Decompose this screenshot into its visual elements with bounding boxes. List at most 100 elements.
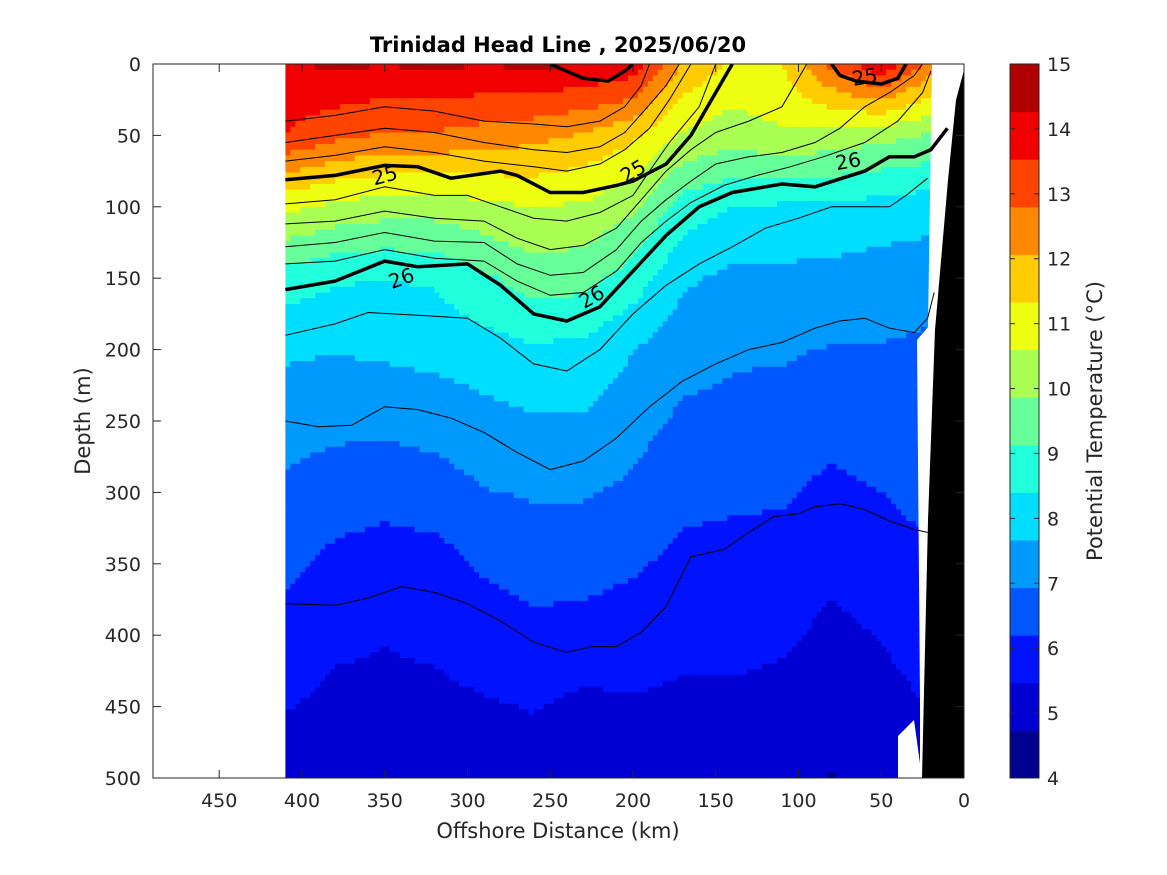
temperature-cell bbox=[340, 726, 346, 733]
temperature-cell bbox=[295, 532, 301, 539]
temperature-cell bbox=[364, 766, 371, 773]
temperature-cell bbox=[399, 338, 406, 345]
temperature-cell bbox=[464, 492, 470, 499]
temperature-cell bbox=[419, 669, 426, 676]
temperature-cell bbox=[359, 720, 366, 728]
temperature-cell bbox=[474, 281, 480, 288]
temperature-cell bbox=[404, 92, 411, 99]
temperature-cell bbox=[469, 589, 475, 596]
temperature-cell bbox=[399, 252, 406, 259]
temperature-cell bbox=[389, 98, 396, 105]
temperature-cell bbox=[369, 321, 376, 328]
temperature-cell bbox=[479, 475, 485, 482]
temperature-cell bbox=[404, 749, 411, 756]
temperature-cell bbox=[335, 669, 341, 676]
temperature-cell bbox=[424, 692, 431, 699]
temperature-cell bbox=[449, 452, 455, 459]
temperature-cell bbox=[464, 166, 470, 174]
temperature-cell bbox=[394, 281, 401, 288]
temperature-cell bbox=[295, 183, 301, 191]
temperature-cell bbox=[320, 629, 326, 636]
temperature-cell bbox=[364, 492, 371, 499]
temperature-cell bbox=[394, 309, 401, 316]
temperature-cell bbox=[290, 423, 296, 431]
temperature-cell bbox=[359, 475, 366, 482]
temperature-cell bbox=[439, 595, 445, 602]
temperature-cell bbox=[404, 612, 411, 619]
temperature-cell bbox=[389, 760, 396, 768]
temperature-cell bbox=[384, 75, 391, 82]
temperature-cell bbox=[424, 709, 431, 716]
temperature-cell bbox=[325, 143, 331, 151]
temperature-cell bbox=[419, 492, 426, 499]
temperature-cell bbox=[459, 732, 465, 739]
temperature-cell bbox=[464, 178, 470, 185]
temperature-cell bbox=[414, 663, 421, 671]
temperature-cell bbox=[374, 709, 381, 716]
temperature-cell bbox=[479, 606, 485, 613]
temperature-cell bbox=[325, 281, 331, 288]
temperature-cell bbox=[344, 395, 351, 402]
temperature-cell bbox=[444, 138, 450, 145]
temperature-cell bbox=[404, 560, 411, 568]
temperature-cell bbox=[409, 281, 416, 288]
temperature-cell bbox=[399, 75, 406, 82]
temperature-cell bbox=[359, 361, 366, 368]
temperature-cell bbox=[409, 755, 416, 762]
temperature-cell bbox=[374, 138, 381, 145]
temperature-cell bbox=[444, 686, 450, 693]
temperature-cell bbox=[320, 606, 326, 613]
temperature-cell bbox=[424, 292, 431, 299]
temperature-cell bbox=[424, 635, 431, 642]
temperature-cell bbox=[469, 692, 475, 699]
temperature-cell bbox=[300, 246, 306, 254]
temperature-cell bbox=[285, 503, 291, 511]
temperature-cell bbox=[439, 252, 445, 259]
temperature-cell bbox=[354, 515, 361, 522]
temperature-cell bbox=[369, 606, 376, 613]
temperature-cell bbox=[325, 515, 331, 522]
temperature-cell bbox=[389, 429, 396, 436]
temperature-cell bbox=[449, 263, 455, 271]
temperature-cell bbox=[469, 709, 475, 716]
temperature-cell bbox=[474, 555, 480, 562]
temperature-cell bbox=[295, 669, 301, 676]
temperature-cell bbox=[449, 155, 455, 162]
temperature-cell bbox=[464, 623, 470, 631]
temperature-cell bbox=[349, 189, 356, 196]
temperature-cell bbox=[429, 338, 435, 345]
temperature-cell bbox=[414, 469, 421, 476]
temperature-cell bbox=[459, 183, 465, 191]
temperature-cell bbox=[295, 332, 301, 339]
temperature-cell bbox=[459, 372, 465, 379]
temperature-cell bbox=[340, 292, 346, 299]
temperature-cell bbox=[424, 326, 431, 334]
temperature-cell bbox=[349, 343, 356, 351]
temperature-cell bbox=[419, 149, 426, 156]
temperature-cell bbox=[469, 378, 475, 385]
temperature-cell bbox=[320, 498, 326, 505]
temperature-cell bbox=[439, 406, 445, 414]
temperature-cell bbox=[300, 498, 306, 505]
temperature-cell bbox=[344, 429, 351, 436]
temperature-cell bbox=[429, 246, 435, 254]
temperature-cell bbox=[404, 86, 411, 94]
temperature-cell bbox=[429, 446, 435, 454]
temperature-cell bbox=[414, 309, 421, 316]
temperature-cell bbox=[325, 726, 331, 733]
temperature-cell bbox=[414, 623, 421, 631]
temperature-cell bbox=[290, 560, 296, 568]
temperature-cell bbox=[454, 509, 460, 516]
temperature-cell bbox=[310, 440, 316, 448]
temperature-cell bbox=[459, 635, 465, 642]
temperature-cell bbox=[335, 572, 341, 579]
temperature-cell bbox=[369, 686, 376, 693]
temperature-cell bbox=[434, 315, 440, 322]
temperature-cell bbox=[394, 738, 401, 745]
temperature-cell bbox=[290, 252, 296, 259]
temperature-cell bbox=[454, 286, 460, 294]
temperature-cell bbox=[310, 629, 316, 636]
temperature-cell bbox=[354, 618, 361, 625]
temperature-cell bbox=[295, 223, 301, 231]
temperature-cell bbox=[379, 635, 386, 642]
